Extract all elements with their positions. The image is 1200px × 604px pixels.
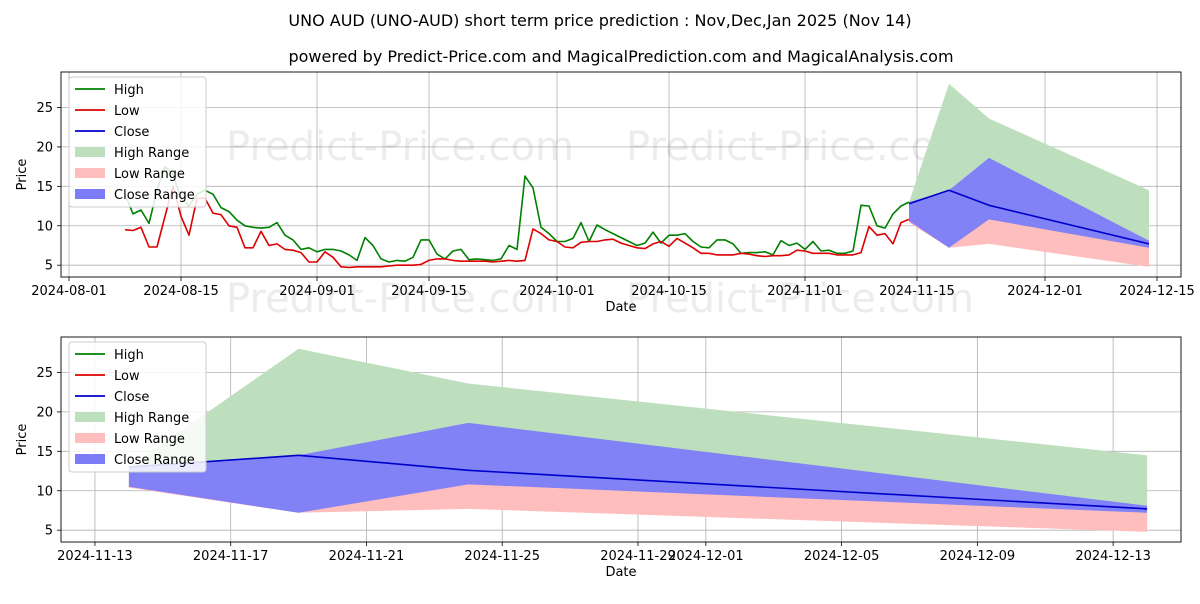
forecast-ytick-label: 25 [36, 366, 53, 381]
forecast-xtick-label: 2024-11-17 [193, 549, 269, 564]
legend-label-close: Close [114, 390, 149, 405]
legend-swatch-close-range [75, 454, 105, 464]
watermark-text: Predict-Price.com [626, 276, 974, 322]
low-range-band [128, 478, 1148, 532]
chart-subtitle: powered by Predict-Price.com and Magical… [288, 47, 953, 66]
forecast-xtick-label: 2024-11-13 [57, 549, 133, 564]
forecast-xtick-label: 2024-12-01 [668, 549, 744, 564]
legend-label-high: High [114, 348, 144, 363]
forecast-ytick-label: 5 [45, 524, 53, 539]
legend-label-close: Close [114, 125, 149, 140]
close-range-band [128, 422, 1148, 513]
forecast-xlabel: Date [605, 565, 636, 580]
history-xtick-label: 2024-12-15 [1119, 284, 1195, 299]
history-xtick-label: 2024-08-01 [31, 284, 107, 299]
forecast-plot [128, 348, 1148, 532]
watermark-text: Predict-Price.com [626, 124, 974, 170]
history-xtick-label: 2024-12-01 [1007, 284, 1083, 299]
forecast-panel: Predict-Price.com2024-11-132024-11-17202… [15, 336, 1182, 580]
forecast-xtick-label: 2024-12-05 [804, 549, 880, 564]
history-xtick-label: 2024-11-01 [767, 284, 843, 299]
legend-label-low: Low [114, 369, 140, 384]
forecast-xtick-label: 2024-12-13 [1075, 549, 1151, 564]
forecast-xtick-label: 2024-12-09 [940, 549, 1016, 564]
forecast-xtick-label: 2024-11-25 [464, 549, 540, 564]
history-xtick-label: 2024-09-01 [279, 284, 355, 299]
history-xtick-label: 2024-11-15 [879, 284, 955, 299]
forecast-axes-frame [60, 336, 1182, 543]
history-ytick-label: 15 [36, 180, 53, 195]
legend-swatch-high-range [75, 147, 105, 157]
close-line [908, 189, 1150, 245]
history-xlabel: Date [605, 300, 636, 315]
legend-label-high-range: High Range [114, 146, 189, 161]
legend-label-low: Low [114, 104, 140, 119]
history-xtick-label: 2024-09-15 [391, 284, 467, 299]
history-legend: High Low Close High Range Low Range Close Ran… [68, 76, 207, 208]
watermark-text: Predict-Price.com [226, 276, 574, 322]
history-ytick-label: 10 [36, 219, 53, 234]
forecast-ytick-label: 20 [36, 405, 53, 420]
legend-swatch-low-range [75, 168, 105, 178]
legend-label-close-range: Close Range [114, 453, 195, 468]
history-xtick-label: 2024-10-15 [631, 284, 707, 299]
history-panel: Predict-Price.com Predict-Price.com Predic… [15, 71, 1195, 322]
close-line [128, 454, 1148, 510]
legend-label-high: High [114, 83, 144, 98]
forecast-xtick-label: 2024-11-29 [600, 549, 676, 564]
forecast-ytick-label: 10 [36, 484, 53, 499]
history-ylabel: Price [15, 159, 30, 191]
close-range-band [909, 157, 1149, 248]
watermark-text: Predict-Price.com [226, 124, 574, 170]
legend-label-close-range: Close Range [114, 188, 195, 203]
history-xtick-label: 2024-08-15 [143, 284, 219, 299]
low-line [124, 185, 910, 269]
legend-swatch-close-range [75, 189, 105, 199]
low-range-band [909, 213, 1149, 267]
legend-swatch-high-range [75, 412, 105, 422]
legend-swatch-low-range [75, 433, 105, 443]
history-plot [124, 83, 1150, 269]
history-ytick-label: 25 [36, 101, 53, 116]
legend-label-low-range: Low Range [114, 167, 185, 182]
forecast-ylabel: Price [15, 424, 30, 456]
history-xtick-label: 2024-10-01 [519, 284, 595, 299]
history-ytick-label: 20 [36, 140, 53, 155]
history-ytick-label: 5 [45, 259, 53, 274]
high-line [124, 165, 910, 263]
chart-title: UNO AUD (UNO-AUD) short term price predi… [288, 11, 911, 30]
history-axes-frame [60, 71, 1182, 278]
forecast-xtick-label: 2024-11-21 [329, 549, 405, 564]
legend-label-low-range: Low Range [114, 432, 185, 447]
forecast-ytick-label: 15 [36, 445, 53, 460]
forecast-legend: High Low Close High Range Low Range Close Ran… [68, 341, 207, 473]
legend-label-high-range: High Range [114, 411, 189, 426]
